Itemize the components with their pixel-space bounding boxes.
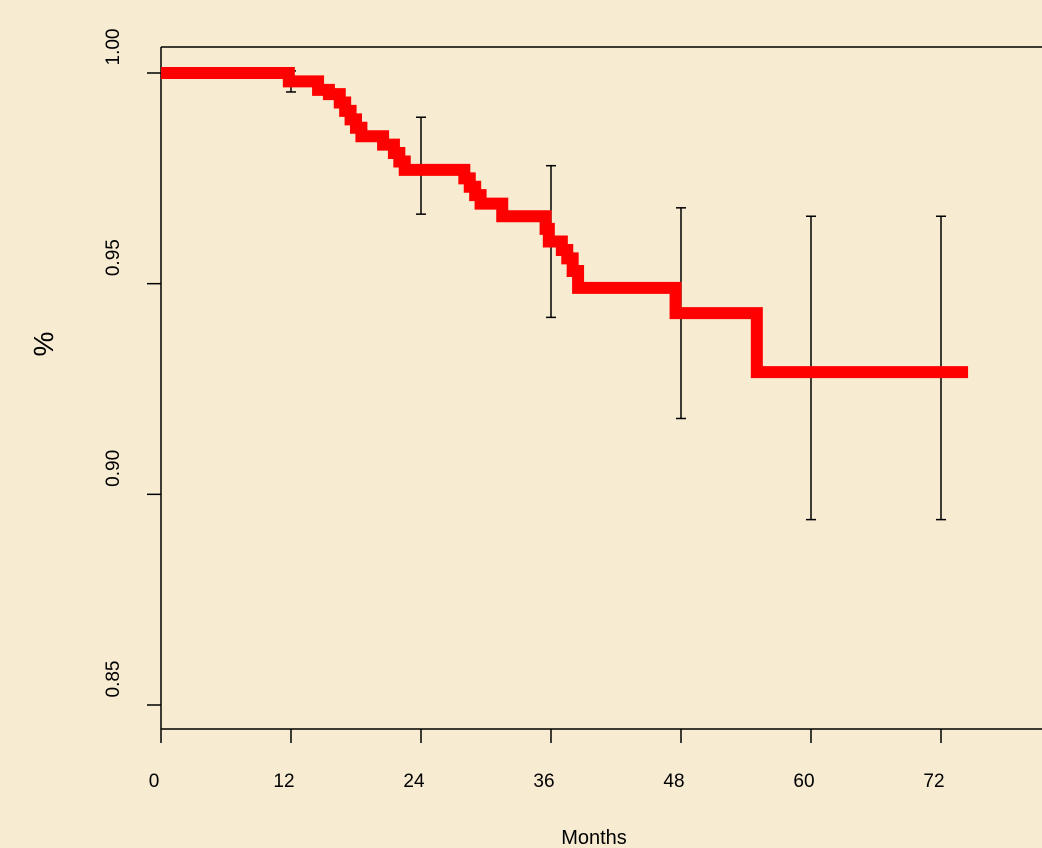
- x-tick-label: 48: [663, 771, 684, 792]
- y-tick-label: 1.00: [103, 29, 124, 66]
- x-tick-label: 12: [273, 771, 294, 792]
- y-axis: 0.85 0.90 0.95 1.00: [103, 29, 161, 706]
- x-axis-title: Months: [561, 827, 627, 848]
- y-tick-label: 0.90: [103, 450, 124, 487]
- plot-frame: [160, 46, 1042, 730]
- x-tick-label: 72: [923, 771, 944, 792]
- y-axis-title: %: [28, 332, 59, 357]
- x-axis: 0 12 24 36 48 60 72: [149, 729, 945, 792]
- y-tick-label: 0.85: [103, 661, 124, 698]
- x-tick-label: 36: [533, 771, 554, 792]
- x-tick-label: 24: [403, 771, 425, 792]
- x-tick-label: 60: [793, 771, 814, 792]
- x-tick-label: 0: [149, 771, 160, 792]
- survival-curve: [161, 67, 969, 379]
- survival-curve-layer: [161, 67, 969, 379]
- y-tick-label: 0.95: [103, 239, 124, 276]
